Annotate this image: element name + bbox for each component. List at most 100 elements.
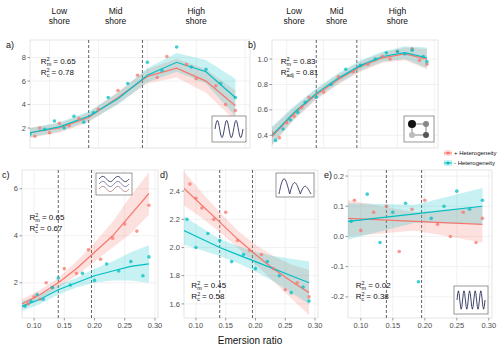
data-point [224, 210, 228, 214]
data-point [385, 204, 389, 208]
grid-line [154, 170, 155, 318]
plot-background [22, 170, 158, 318]
inset-node [408, 120, 416, 128]
data-point [289, 118, 293, 122]
y-tick-label: 1.0 [258, 55, 268, 64]
stat-value: = 0.78 [51, 68, 74, 77]
x-tick-label: 0.10 [27, 321, 42, 330]
tick-mark [28, 128, 31, 129]
data-point [224, 103, 228, 107]
data-point [106, 96, 110, 100]
data-point [236, 239, 240, 243]
data-point [272, 267, 276, 271]
legend-label: + Heterogeneity [454, 150, 497, 156]
data-point [285, 121, 289, 125]
inset-box [276, 173, 314, 197]
grid-line [147, 40, 148, 148]
plot-background [272, 40, 438, 148]
data-point [32, 295, 36, 299]
grid-line [348, 266, 492, 267]
data-point [344, 67, 348, 71]
plot-area [22, 170, 151, 318]
grid-line [392, 170, 393, 318]
data-point [185, 218, 189, 222]
data-point [281, 127, 285, 131]
inset-icon [276, 173, 314, 197]
confidence-ribbon [22, 172, 149, 308]
y-tick-label: 0.2 [334, 172, 344, 181]
data-point [75, 272, 79, 276]
y-tick-label: -0.1 [331, 262, 344, 271]
stat-value: = 0.38 [366, 292, 389, 301]
data-point [397, 250, 401, 254]
zone-label: Lowshore [284, 6, 306, 26]
panel: 0.40.60.81.0b)R2m= 0.83R2adj= 0.81Lowsho… [248, 6, 497, 166]
plot-area [30, 40, 237, 148]
tick-mark [182, 219, 185, 220]
x-tick-label: 0.10 [189, 321, 204, 330]
y-tick-label: 4 [22, 100, 26, 109]
tick-mark [346, 176, 349, 177]
tick-mark [346, 236, 349, 237]
stat-sub: c [197, 296, 200, 302]
stat-annotation: R2c= 0.78 [41, 67, 75, 78]
stat-value: = 0.58 [202, 292, 225, 301]
reference-line [356, 40, 357, 148]
data-point [160, 69, 164, 73]
stat-value: = 0.81 [296, 68, 319, 77]
data-point [77, 117, 81, 121]
data-point [373, 57, 377, 61]
zone-label-line: shore [284, 16, 306, 26]
stat-value: = 0.65 [53, 57, 76, 66]
stat-value: = 0.67 [40, 224, 63, 233]
data-point [194, 77, 198, 81]
inset-icon [96, 173, 132, 195]
data-point [242, 253, 246, 257]
zone-label-line: shore [49, 16, 71, 26]
inset-box [404, 116, 434, 142]
data-point [212, 218, 216, 222]
data-point [126, 82, 130, 86]
confidence-ribbon [22, 245, 149, 311]
data-point [67, 124, 71, 128]
data-point [266, 260, 270, 264]
legend-key-point [446, 151, 449, 154]
reference-line [142, 40, 143, 148]
data-point [41, 297, 45, 301]
inset-icon [404, 116, 434, 142]
data-point [300, 106, 304, 110]
inset-wave [457, 291, 485, 309]
data-point [442, 204, 446, 208]
data-point [277, 274, 281, 278]
data-point [418, 59, 422, 63]
data-point [385, 51, 389, 55]
inset-box [96, 173, 132, 195]
legend-label: - Heterogeneity [454, 160, 495, 166]
data-point [417, 280, 421, 284]
data-point [425, 60, 429, 64]
stat-value: = 0.45 [204, 281, 227, 290]
data-point [99, 257, 103, 261]
data-point [421, 55, 425, 59]
grid-line [30, 104, 250, 105]
x-tick-label: 0.25 [449, 321, 464, 330]
confidence-ribbon [272, 48, 427, 146]
data-point [351, 70, 355, 74]
reference-line [88, 40, 89, 148]
data-point [117, 269, 121, 273]
inset-wave [279, 179, 311, 194]
data-point [372, 210, 376, 214]
tick-mark [346, 296, 349, 297]
tick-mark [270, 135, 273, 136]
data-point [353, 198, 357, 202]
panel: 2468a)R2m= 0.65R2c= 0.78LowshoreMidshore… [6, 6, 250, 148]
data-point [301, 285, 305, 289]
data-point [314, 95, 318, 99]
plot-background [348, 170, 492, 318]
grid-line [64, 170, 65, 318]
data-point [307, 299, 311, 303]
x-tick-label: 0.20 [417, 321, 432, 330]
data-point [366, 62, 370, 66]
inset-wave [99, 186, 129, 191]
tick-mark [20, 188, 23, 189]
